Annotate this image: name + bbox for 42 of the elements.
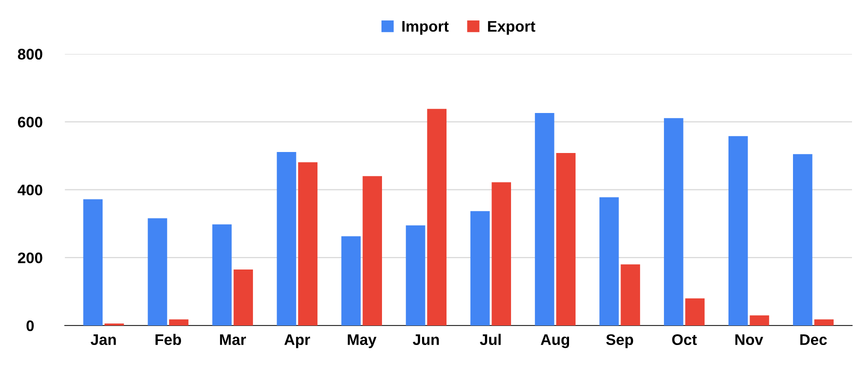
bar — [276, 152, 296, 326]
x-tick-label: Sep — [606, 334, 634, 348]
bar — [556, 153, 576, 326]
bar — [298, 162, 318, 326]
y-tick-label: 400 — [18, 184, 42, 196]
y-tick-label: 600 — [18, 116, 42, 128]
x-tick-label: Oct — [672, 334, 697, 346]
bar — [728, 136, 748, 326]
bar — [492, 182, 512, 326]
bar — [427, 108, 447, 326]
legend-label: Export — [488, 21, 536, 35]
bar — [599, 197, 619, 326]
bar — [362, 176, 382, 326]
legend-label: Import — [402, 21, 449, 35]
bar — [750, 315, 770, 326]
x-tick-label: Nov — [735, 334, 764, 346]
bar — [148, 218, 168, 326]
x-tick-label: Jan — [90, 334, 116, 346]
x-tick-label: Dec — [800, 334, 827, 346]
x-tick-label: Mar — [220, 334, 246, 346]
x-tick-label: Jul — [480, 334, 501, 346]
bar — [620, 264, 640, 326]
y-tick-label: 200 — [18, 252, 42, 264]
bar — [83, 199, 103, 326]
bar — [212, 224, 232, 326]
x-tick-label: May — [348, 334, 376, 348]
y-tick-label: 800 — [18, 48, 42, 60]
bar — [470, 211, 490, 326]
bar — [169, 319, 188, 326]
x-tick-label: Apr — [284, 334, 310, 348]
y-tick-label: 0 — [26, 320, 34, 332]
x-tick-label: Jun — [412, 334, 439, 346]
x-tick-label: Feb — [156, 334, 182, 346]
bar — [534, 113, 554, 326]
bar — [685, 298, 705, 326]
bar — [792, 154, 812, 326]
bar — [664, 118, 684, 326]
bar — [234, 269, 253, 326]
bar — [406, 225, 426, 326]
bar — [814, 319, 834, 326]
x-tick-label: Aug — [540, 334, 570, 348]
bar — [341, 236, 361, 326]
